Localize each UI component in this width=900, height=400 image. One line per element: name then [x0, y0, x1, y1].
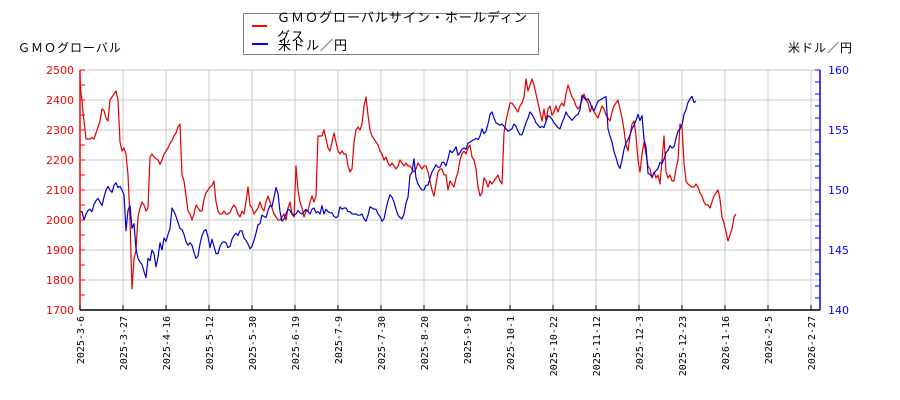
svg-text:2300: 2300 — [46, 124, 74, 137]
svg-text:1800: 1800 — [46, 274, 74, 287]
svg-text:2025-12-3: 2025-12-3 — [635, 316, 646, 370]
svg-text:155: 155 — [828, 124, 849, 137]
svg-text:2025-6-19: 2025-6-19 — [291, 316, 302, 370]
svg-text:145: 145 — [828, 244, 849, 257]
svg-text:150: 150 — [828, 184, 849, 197]
svg-text:2025-7-30: 2025-7-30 — [377, 316, 388, 370]
right-axis-title: 米ドル／円 — [788, 41, 854, 55]
svg-text:2025-3-27: 2025-3-27 — [119, 316, 130, 370]
legend-label-usdjpy: 米ドル／円 — [278, 38, 349, 54]
svg-text:140: 140 — [828, 304, 849, 317]
svg-text:2025-5-30: 2025-5-30 — [248, 316, 259, 370]
svg-text:2026-2-27: 2026-2-27 — [807, 316, 818, 370]
svg-text:2026-2-5: 2026-2-5 — [764, 316, 775, 364]
legend-item-usdjpy: 米ドル／円 — [252, 35, 349, 54]
svg-text:2025-8-20: 2025-8-20 — [420, 316, 431, 370]
svg-text:2100: 2100 — [46, 184, 74, 197]
svg-text:2026-1-16: 2026-1-16 — [721, 316, 732, 370]
svg-text:2025-9-9: 2025-9-9 — [463, 316, 474, 364]
legend-swatch-red — [252, 25, 267, 27]
legend: ＧＭＯグローバルサイン・ホールディングス 米ドル／円 — [243, 11, 539, 55]
svg-text:2025-11-12: 2025-11-12 — [592, 316, 603, 376]
grid-lines — [80, 69, 820, 310]
svg-text:2025-3-6: 2025-3-6 — [76, 316, 87, 364]
svg-text:2025-4-16: 2025-4-16 — [162, 316, 173, 370]
left-axis-title: ＧＭＯグローバル — [18, 41, 122, 55]
legend-label-gmo: ＧＭＯグローバルサイン・ホールディングス — [276, 11, 528, 45]
svg-text:2025-7-9: 2025-7-9 — [334, 316, 345, 364]
svg-text:2400: 2400 — [46, 94, 74, 107]
svg-text:2025-5-12: 2025-5-12 — [205, 316, 216, 370]
svg-text:2200: 2200 — [46, 154, 74, 167]
svg-text:2025-10-22: 2025-10-22 — [549, 316, 560, 376]
svg-text:2025-12-23: 2025-12-23 — [678, 316, 689, 376]
svg-text:2025-10-1: 2025-10-1 — [506, 316, 517, 370]
legend-item-gmo: ＧＭＯグローバルサイン・ホールディングス — [252, 11, 538, 45]
svg-text:160: 160 — [828, 64, 849, 77]
svg-text:2500: 2500 — [46, 64, 74, 77]
svg-text:1900: 1900 — [46, 244, 74, 257]
legend-swatch-blue — [252, 43, 268, 45]
series-lines — [79, 75, 737, 290]
svg-text:2000: 2000 — [46, 214, 74, 227]
svg-text:1700: 1700 — [46, 304, 74, 317]
axes: 1700 1800 1900 2000 2100 2200 2300 2400 2500 140 1… — [46, 64, 849, 376]
